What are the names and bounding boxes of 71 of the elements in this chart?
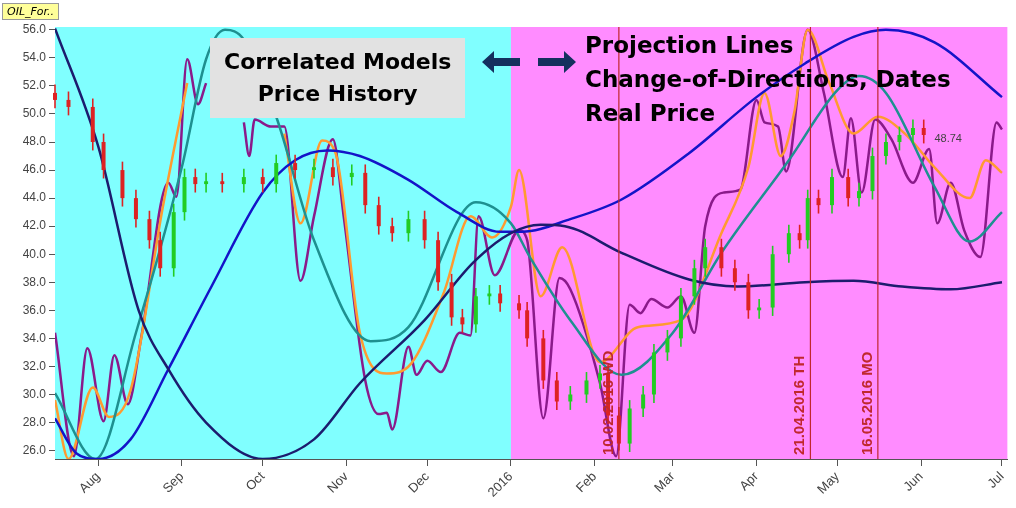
candlestick bbox=[568, 385, 573, 411]
y-tick-label: 54.0 bbox=[22, 50, 47, 65]
candlestick bbox=[846, 167, 851, 208]
y-tick-label: 26.0 bbox=[22, 442, 47, 457]
candlestick bbox=[554, 371, 559, 411]
candlestick bbox=[732, 259, 737, 292]
candlestick bbox=[797, 223, 802, 250]
x-tick-label: Jun bbox=[900, 468, 926, 494]
candlestick bbox=[133, 188, 138, 229]
candlestick bbox=[517, 294, 522, 320]
candlestick bbox=[584, 371, 589, 404]
candlestick bbox=[641, 385, 646, 418]
y-tick-label: 52.0 bbox=[22, 78, 47, 93]
y-tick-label: 30.0 bbox=[22, 386, 47, 401]
x-tick-label: Aug bbox=[75, 468, 103, 496]
candlestick bbox=[193, 167, 198, 194]
candlestick bbox=[220, 172, 225, 194]
candlestick bbox=[330, 158, 335, 187]
candlestick bbox=[665, 329, 670, 362]
y-tick-label: 28.0 bbox=[22, 414, 47, 429]
candlestick bbox=[260, 167, 265, 194]
candlestick bbox=[921, 118, 926, 145]
candlestick bbox=[293, 153, 298, 180]
x-tick-label: Dec bbox=[405, 468, 433, 496]
x-tick-label: Feb bbox=[572, 468, 600, 496]
candlestick bbox=[406, 209, 411, 243]
x-tick-label: May bbox=[814, 468, 843, 497]
x-tick-label: Oct bbox=[242, 468, 268, 494]
candlestick bbox=[883, 132, 888, 166]
candlestick bbox=[274, 153, 279, 194]
candlestick bbox=[786, 223, 791, 264]
candlestick bbox=[816, 188, 821, 215]
candlestick bbox=[312, 158, 316, 180]
candlestick bbox=[241, 167, 246, 194]
candlestick bbox=[376, 195, 381, 236]
candlestick bbox=[66, 90, 71, 117]
y-tick-label: 44.0 bbox=[22, 190, 47, 205]
candlestick bbox=[487, 284, 492, 306]
text: OIL_For.. bbox=[2, 3, 60, 20]
x-tick-label: Jul bbox=[984, 468, 1007, 491]
candlestick bbox=[204, 172, 209, 194]
y-tick-label: 42.0 bbox=[22, 218, 47, 233]
x-tick-label: Mar bbox=[651, 468, 678, 495]
candlestick bbox=[703, 237, 708, 278]
x-tick-label: Nov bbox=[324, 468, 352, 496]
candlestick bbox=[460, 308, 465, 334]
candlestick bbox=[422, 209, 427, 250]
annotation: 48.74 bbox=[934, 132, 962, 145]
candlestick bbox=[349, 163, 354, 187]
x-tick-label: Sep bbox=[159, 468, 187, 496]
candlestick bbox=[147, 209, 152, 250]
y-tick-label: 36.0 bbox=[22, 302, 47, 317]
candlestick bbox=[856, 181, 861, 208]
x-tick-label: Apr bbox=[736, 468, 762, 494]
annotation: Correlated Models Price History bbox=[210, 38, 466, 118]
y-tick-label: 46.0 bbox=[22, 162, 47, 177]
candlestick bbox=[498, 284, 503, 313]
y-tick-label: 56.0 bbox=[22, 22, 47, 37]
candlestick bbox=[390, 216, 395, 243]
candlestick bbox=[597, 364, 602, 390]
candlestick bbox=[719, 237, 724, 278]
candlestick bbox=[910, 118, 915, 145]
ref-line-label: 21.04.2016 TH bbox=[790, 355, 808, 455]
y-tick-label: 34.0 bbox=[22, 330, 47, 345]
candlestick bbox=[897, 125, 902, 152]
y-tick-label: 50.0 bbox=[22, 106, 47, 121]
y-tick-label: 40.0 bbox=[22, 246, 47, 261]
y-tick-label: 48.0 bbox=[22, 134, 47, 149]
ref-line-label: 16.05.2016 MO bbox=[857, 351, 875, 455]
y-tick-label: 38.0 bbox=[22, 274, 47, 289]
y-tick-label: 32.0 bbox=[22, 358, 47, 373]
